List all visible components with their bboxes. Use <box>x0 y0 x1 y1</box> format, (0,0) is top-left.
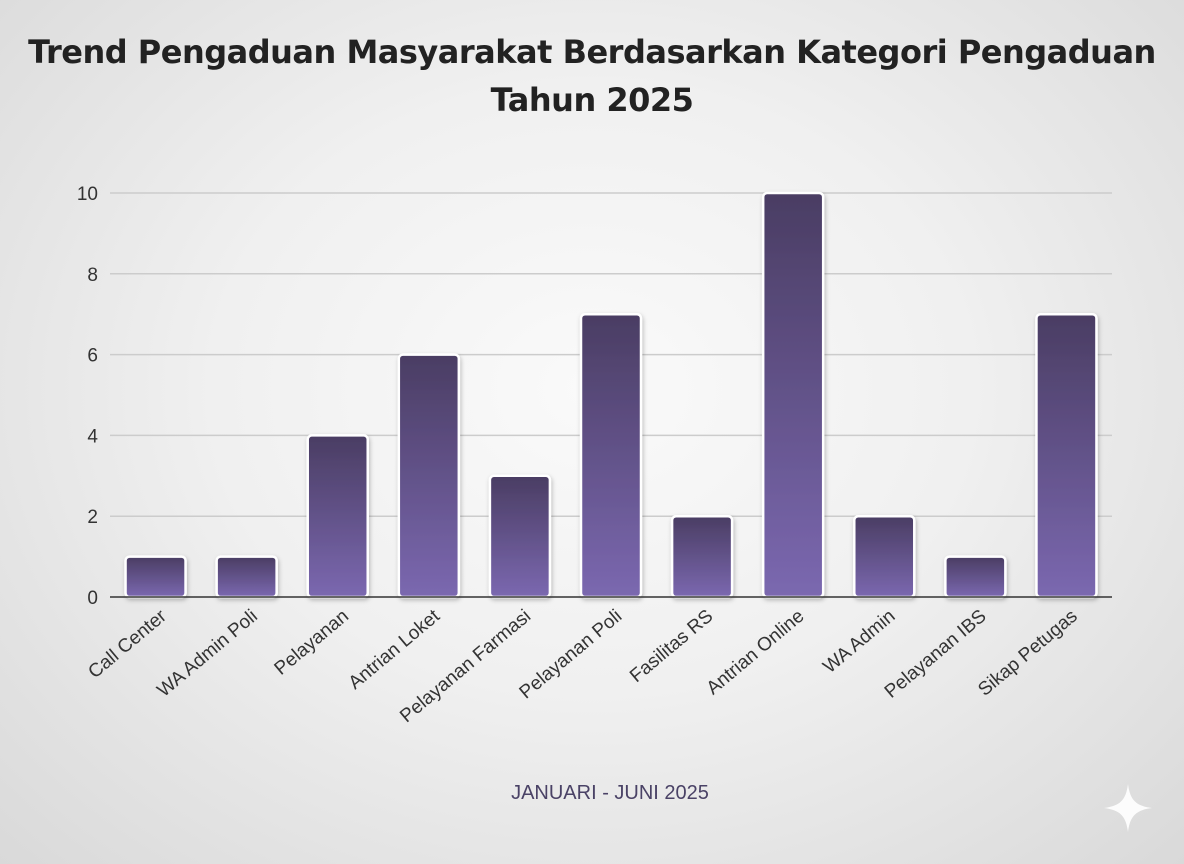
bar <box>1035 312 1098 599</box>
sparkle-icon <box>1102 782 1154 839</box>
bar <box>215 555 278 599</box>
x-tick-label: Antrian Loket <box>345 605 445 694</box>
chart-title: Trend Pengaduan Masyarakat Berdasarkan K… <box>0 28 1184 124</box>
chart-subtitle: Tahun 2025 <box>490 81 694 119</box>
y-tick-label: 2 <box>87 507 98 528</box>
bar <box>579 312 643 599</box>
bar <box>488 474 552 599</box>
bar <box>670 514 734 599</box>
x-tick-label: Antrian Online <box>703 606 809 699</box>
y-tick-label: 8 <box>87 265 98 286</box>
x-tick-label: WA Admin Poli <box>153 606 261 702</box>
chart-title-line1: Trend Pengaduan Masyarakat Berdasarkan K… <box>28 33 1156 71</box>
y-tick-label: 4 <box>87 426 98 447</box>
bars <box>124 191 1098 599</box>
x-tick-label: Fasilitas RS <box>626 606 717 687</box>
y-tick-label: 10 <box>77 184 98 205</box>
x-tick-label: Call Center <box>84 605 171 683</box>
y-tick-label: 0 <box>87 588 98 609</box>
bar <box>761 191 825 599</box>
x-tick-label: WA Admin <box>819 606 899 678</box>
y-tick-label: 6 <box>87 346 98 367</box>
bar <box>853 514 916 599</box>
bar <box>397 353 461 599</box>
bar <box>124 555 187 599</box>
x-tick-label: Sikap Petugas <box>974 606 1081 701</box>
x-axis-label: JANUARI - JUNI 2025 <box>511 782 709 804</box>
bar <box>944 555 1007 599</box>
y-axis-ticks: 0 2 4 6 8 10 <box>77 184 99 609</box>
bar <box>306 434 369 599</box>
x-tick-label: Pelayanan <box>271 606 353 680</box>
